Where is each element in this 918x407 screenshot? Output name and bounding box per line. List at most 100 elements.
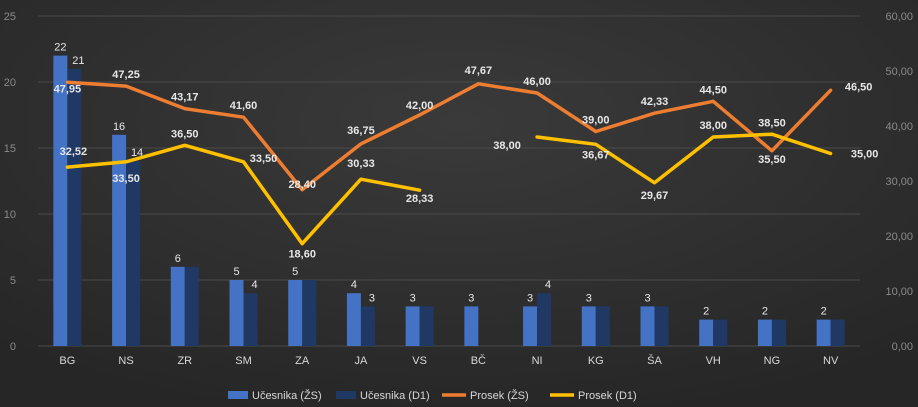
line-data-label: 44,50: [699, 84, 727, 96]
bar: [405, 306, 420, 346]
line-data-label: 39,00: [582, 115, 610, 127]
bar: [302, 280, 317, 346]
bar: [830, 319, 845, 346]
line-data-label: 28,40: [288, 179, 316, 191]
line-data-label: 36,50: [171, 128, 199, 140]
series-line: [65, 132, 833, 246]
bar: [699, 319, 714, 346]
x-tick-label: ŠA: [647, 354, 662, 367]
y-right-tick-label: 10,00: [885, 286, 913, 298]
x-tick-label: NS: [118, 355, 133, 367]
bar: [126, 161, 141, 346]
line-data-label: 41,60: [230, 100, 258, 112]
axis-ticks: 05101520250,0010,0020,0030,0040,0050,006…: [4, 11, 913, 367]
line-data-label: 46,00: [523, 76, 551, 88]
x-tick-label: JA: [355, 355, 369, 367]
bar-data-label: 3: [527, 292, 533, 304]
bar: [112, 134, 127, 346]
x-tick-label: ZA: [295, 355, 310, 367]
x-tick-label: KG: [588, 355, 604, 367]
bar-data-label: 2: [821, 306, 827, 318]
bar-data-label: 4: [545, 279, 551, 291]
bar: [464, 306, 479, 346]
x-tick-label: BG: [59, 355, 75, 367]
x-tick-label: SM: [235, 355, 252, 367]
legend-label: Učesnika (ŽS): [252, 389, 322, 402]
bar: [537, 293, 552, 346]
bar-data-label: 3: [369, 292, 375, 304]
line-data-label: 32,52: [60, 146, 88, 158]
line-data-label: 33,50: [112, 173, 140, 185]
bar-data-label: 2: [762, 306, 768, 318]
bar-data-label: 14: [131, 147, 143, 159]
line-data-label: 38,00: [493, 140, 521, 152]
line-data-label: 28,33: [406, 193, 434, 205]
bar-data-label: 2: [703, 306, 709, 318]
legend-swatch: [336, 391, 356, 399]
y-left-tick-label: 25: [4, 11, 16, 23]
y-right-tick-label: 20,00: [885, 231, 913, 243]
y-right-tick-label: 0,00: [892, 341, 913, 353]
line-data-label: 18,60: [288, 249, 316, 261]
y-left-tick-label: 15: [4, 143, 16, 155]
y-left-tick-label: 5: [10, 275, 16, 287]
line-data-label: 29,67: [641, 190, 669, 202]
line-data-label: 30,33: [347, 158, 375, 170]
legend-label: Prosek (D1): [578, 390, 637, 402]
bar-data-label: 3: [586, 292, 592, 304]
bar-data-label: 3: [410, 292, 416, 304]
bar-data-label: 16: [113, 121, 125, 133]
bar: [419, 306, 434, 346]
bar: [654, 306, 669, 346]
bar-data-label: 22: [54, 42, 66, 54]
x-tick-label: BČ: [471, 354, 486, 367]
line-data-label: 47,95: [54, 83, 82, 95]
bar-data-label: 3: [468, 292, 474, 304]
bar: [53, 55, 68, 346]
bar-data-label: 21: [72, 55, 84, 67]
x-tick-label: ZR: [177, 355, 192, 367]
x-tick-label: VH: [706, 355, 721, 367]
bar-data-label: 3: [644, 292, 650, 304]
y-left-tick-label: 10: [4, 209, 16, 221]
bar-data-label: 4: [251, 279, 257, 291]
line-data-label: 35,50: [758, 154, 786, 166]
bar: [523, 306, 538, 346]
bar: [229, 280, 244, 346]
x-tick-label: NV: [823, 355, 839, 367]
bar: [288, 280, 303, 346]
bar: [757, 319, 772, 346]
lines: [65, 80, 833, 246]
line-data-label: 47,25: [112, 69, 140, 81]
bar-data-label: 5: [233, 266, 239, 278]
bar-data-label: 4: [351, 279, 357, 291]
line-data-label: 36,67: [582, 149, 610, 161]
y-left-tick-label: 20: [4, 77, 16, 89]
bar: [243, 293, 258, 346]
line-data-label: 47,67: [465, 65, 493, 77]
x-tick-label: NI: [532, 355, 543, 367]
legend: Učesnika (ŽS) Učesnika (D1) Prosek (ŽS) Pro…: [228, 389, 637, 402]
legend-label: Učesnika (D1): [360, 390, 430, 402]
line-data-label: 38,00: [699, 120, 727, 132]
bars: [53, 55, 845, 347]
bar: [346, 293, 361, 346]
x-tick-label: NG: [764, 355, 781, 367]
bar: [816, 319, 831, 346]
y-right-tick-label: 50,00: [885, 66, 913, 78]
bar: [360, 306, 375, 346]
y-right-tick-label: 60,00: [885, 11, 913, 23]
bar: [170, 266, 185, 346]
line-data-label: 46,50: [845, 81, 873, 93]
bar: [595, 306, 610, 346]
legend-swatch: [228, 391, 248, 399]
line-data-label: 42,00: [406, 100, 434, 112]
series-line: [65, 80, 833, 192]
legend-label: Prosek (ŽS): [470, 389, 529, 402]
line-data-label: 33,50: [250, 153, 278, 165]
line-data-label: 35,00: [851, 149, 879, 161]
bar: [713, 319, 728, 346]
bar: [771, 319, 786, 346]
